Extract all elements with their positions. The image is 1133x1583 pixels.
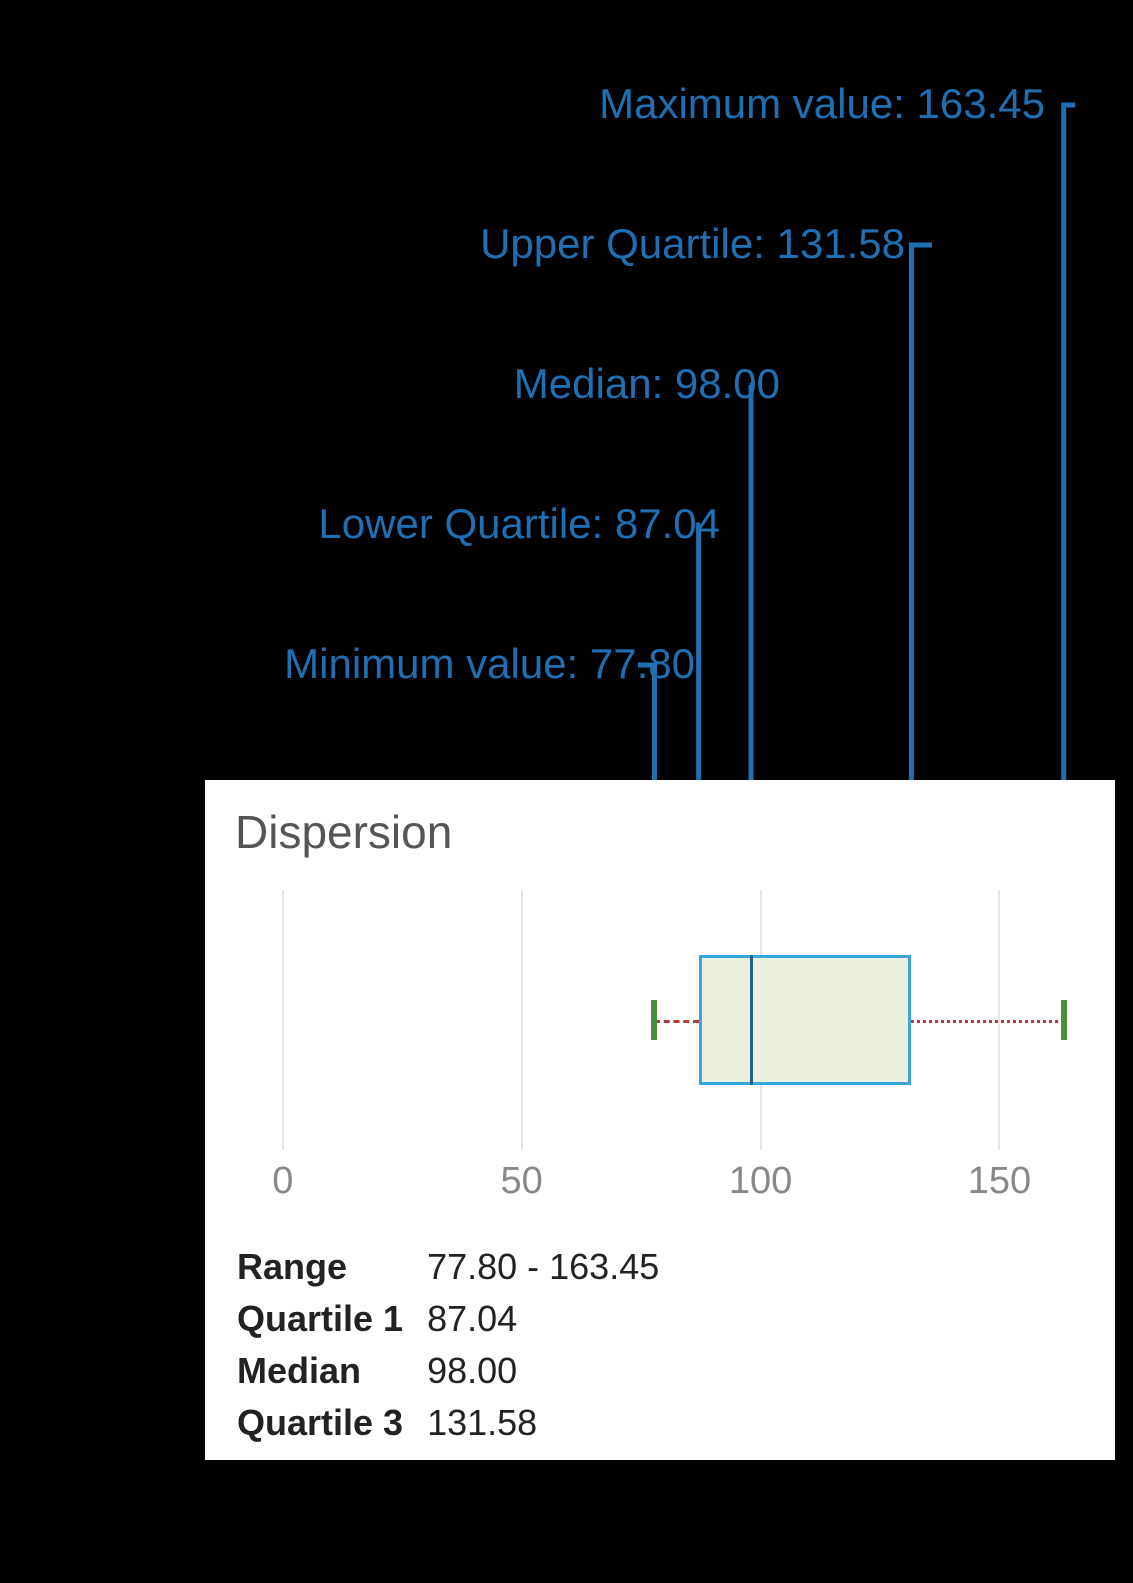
boxplot-area: 050100150 xyxy=(235,890,1095,1150)
stats-label: Quartile 1 xyxy=(237,1294,425,1344)
stats-label: Quartile 3 xyxy=(237,1398,425,1448)
tick-label: 0 xyxy=(272,1160,293,1203)
stats-value: 131.58 xyxy=(427,1398,681,1448)
whisker-right xyxy=(911,1020,1063,1023)
stats-row: Median98.00 xyxy=(237,1346,681,1396)
stats-label: Median xyxy=(237,1346,425,1396)
dispersion-card: Dispersion 050100150 Range77.80 - 163.45… xyxy=(205,780,1115,1460)
stats-row: Quartile 187.04 xyxy=(237,1294,681,1344)
tick-label: 50 xyxy=(501,1160,543,1203)
card-title: Dispersion xyxy=(235,805,452,859)
stats-value: 98.00 xyxy=(427,1346,681,1396)
gridline xyxy=(521,890,523,1150)
stats-row: Range77.80 - 163.45 xyxy=(237,1242,681,1292)
boxplot-box xyxy=(699,955,912,1085)
stats-value: 87.04 xyxy=(427,1294,681,1344)
stats-row: Quartile 3131.58 xyxy=(237,1398,681,1448)
tick-label: 100 xyxy=(729,1160,792,1203)
whisker-left xyxy=(654,1020,698,1023)
figure-root: Maximum value: 163.45 Upper Quartile: 13… xyxy=(0,0,1133,1583)
whisker-cap-min xyxy=(651,1000,657,1040)
stats-table: Range77.80 - 163.45Quartile 187.04Median… xyxy=(235,1240,683,1450)
gridline xyxy=(282,890,284,1150)
whisker-cap-max xyxy=(1061,1000,1067,1040)
boxplot-median xyxy=(750,955,753,1085)
stats-value: 77.80 - 163.45 xyxy=(427,1242,681,1292)
stats-label: Range xyxy=(237,1242,425,1292)
tick-label: 150 xyxy=(968,1160,1031,1203)
